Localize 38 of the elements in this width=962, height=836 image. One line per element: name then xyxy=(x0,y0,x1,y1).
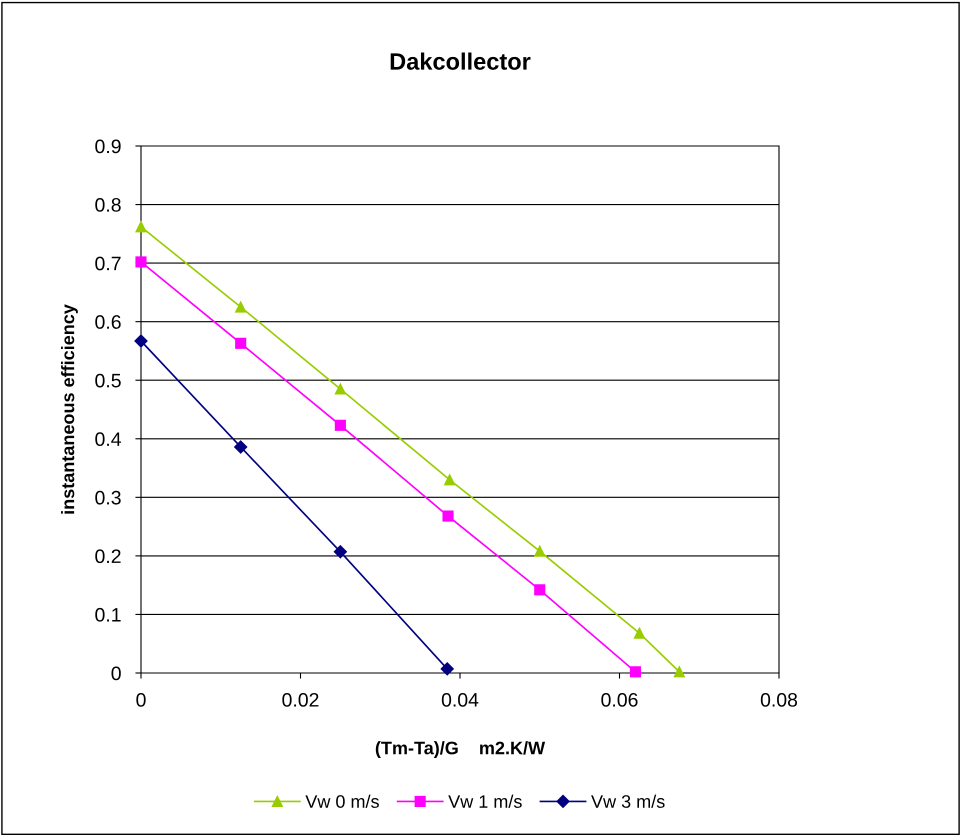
y-tick-label: 0.3 xyxy=(95,490,121,505)
point xyxy=(235,338,246,349)
y-tick-label: 0.7 xyxy=(95,256,121,270)
y-axis-title: instantaneous efficiency xyxy=(61,304,78,514)
legend-label: Vw 0 m/s xyxy=(305,794,379,808)
point xyxy=(235,301,246,313)
point xyxy=(334,383,346,395)
point xyxy=(442,510,454,522)
point xyxy=(674,666,685,678)
point xyxy=(630,666,642,678)
point xyxy=(334,420,346,431)
point xyxy=(444,474,456,486)
x-tick-label: 0 xyxy=(136,692,146,707)
y-tick-label: 0.6 xyxy=(95,315,121,329)
legend-label: Vw 3 m/s xyxy=(591,794,665,808)
x-tick-label: 0.04 xyxy=(442,692,478,707)
y-tick-label: 0.5 xyxy=(95,374,121,388)
y-tick-label: 0.4 xyxy=(95,432,121,446)
x-tick-label: 0.06 xyxy=(601,692,638,707)
point xyxy=(634,628,645,639)
y-tick-label: 0.9 xyxy=(95,139,121,154)
chart-title: Dakcollector xyxy=(390,52,531,70)
y-tick-label: 0 xyxy=(112,666,121,680)
x-axis-title: (Tm-Ta)/G m2.K/W xyxy=(376,741,546,758)
y-tick-label: 0.1 xyxy=(95,608,121,622)
point xyxy=(135,221,147,232)
point xyxy=(534,546,546,557)
point xyxy=(334,545,347,558)
point xyxy=(440,662,454,676)
x-tick-label: 0.08 xyxy=(760,692,798,707)
point xyxy=(134,334,148,348)
point xyxy=(534,584,546,596)
point xyxy=(135,256,147,268)
point xyxy=(234,440,248,454)
x-tick-label: 0.02 xyxy=(282,692,318,707)
y-tick-label: 0.8 xyxy=(95,198,121,212)
legend-label: Vw 1 m/s xyxy=(448,794,522,808)
y-tick-label: 0.2 xyxy=(95,549,121,564)
